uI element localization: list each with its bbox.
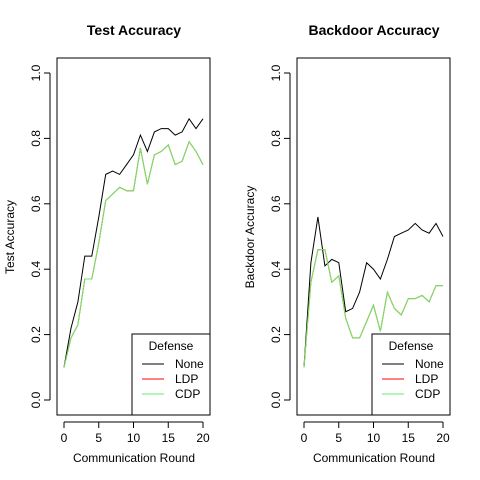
- y-tick-label: 1.0: [29, 64, 43, 81]
- series-line-cdp: [303, 249, 443, 368]
- x-tick-label: 10: [367, 431, 381, 445]
- test-accuracy-x-axis: 0 5 10 15 20: [61, 421, 210, 445]
- backdoor-accuracy-panel: Backdoor Accuracy Communication Round Ba…: [243, 22, 451, 465]
- legend-box: [131, 333, 211, 416]
- legend-box: [371, 333, 451, 416]
- x-tick-label: 15: [402, 431, 416, 445]
- backdoor-accuracy-series-lines: [303, 216, 444, 368]
- series-line-none: [63, 117, 204, 368]
- x-tick-label: 15: [162, 431, 176, 445]
- y-tick-label: 1.0: [269, 64, 283, 81]
- legend-label: None: [175, 357, 204, 371]
- test-accuracy-title: Test Accuracy: [87, 22, 181, 38]
- test-accuracy-y-axis: 0.0 0.2 0.4 0.6 0.8 1.0: [29, 64, 51, 408]
- y-tick-label: 0.6: [29, 195, 43, 212]
- y-tick-label: 0.0: [269, 391, 283, 408]
- x-tick-label: 5: [95, 431, 102, 445]
- backdoor-accuracy-title: Backdoor Accuracy: [309, 22, 440, 38]
- y-tick-label: 0.6: [269, 195, 283, 212]
- x-tick-label: 5: [335, 431, 342, 445]
- y-tick-label: 0.2: [269, 326, 283, 343]
- legend-label: CDP: [415, 387, 440, 401]
- test-accuracy-x-label: Communication Round: [73, 451, 195, 465]
- y-tick-label: 0.2: [29, 326, 43, 343]
- series-line-cdp: [63, 140, 204, 368]
- y-tick-label: 0.4: [269, 261, 283, 278]
- legend-label: LDP: [415, 372, 438, 386]
- x-tick-label: 20: [196, 431, 210, 445]
- y-tick-label: 0.0: [29, 391, 43, 408]
- backdoor-accuracy-y-axis: 0.0 0.2 0.4 0.6 0.8 1.0: [269, 64, 291, 408]
- legend-label: LDP: [175, 372, 198, 386]
- y-tick-label: 0.8: [29, 130, 43, 147]
- series-line-none: [303, 216, 444, 368]
- x-tick-label: 0: [301, 431, 308, 445]
- x-tick-label: 0: [61, 431, 68, 445]
- test-accuracy-series-lines: [63, 117, 204, 368]
- legend-label: None: [415, 357, 444, 371]
- backdoor-accuracy-y-label: Backdoor Accuracy: [243, 186, 257, 289]
- backdoor-accuracy-x-label: Communication Round: [313, 451, 435, 465]
- legend-title: Defense: [149, 339, 194, 353]
- test-accuracy-panel: Test Accuracy Communication Round Test A…: [3, 22, 211, 465]
- y-tick-label: 0.4: [29, 261, 43, 278]
- y-tick-label: 0.8: [269, 130, 283, 147]
- x-tick-label: 10: [127, 431, 141, 445]
- x-tick-label: 20: [436, 431, 450, 445]
- legend-label: CDP: [175, 387, 200, 401]
- legend-title: Defense: [389, 339, 434, 353]
- test-accuracy-y-label: Test Accuracy: [3, 200, 17, 274]
- backdoor-accuracy-x-axis: 0 5 10 15 20: [301, 421, 450, 445]
